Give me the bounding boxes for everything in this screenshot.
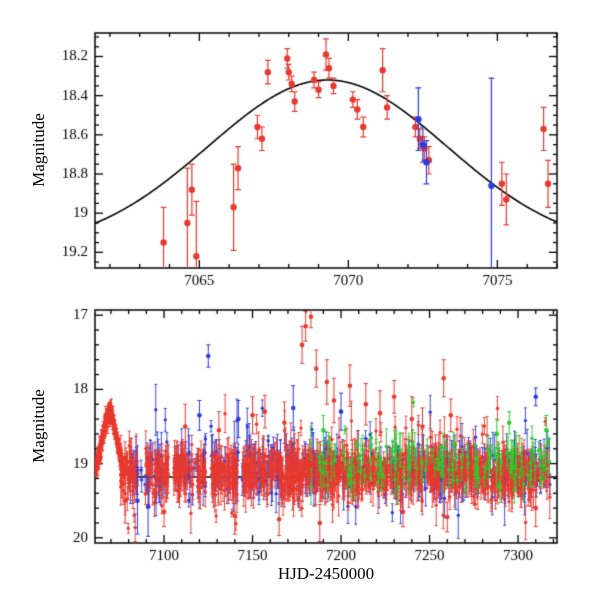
x-axis-label: HJD-2450000 (277, 564, 375, 583)
y-axis-label-top: Magnitude (29, 113, 48, 187)
y-axis-label-bottom: Magnitude (29, 389, 48, 463)
